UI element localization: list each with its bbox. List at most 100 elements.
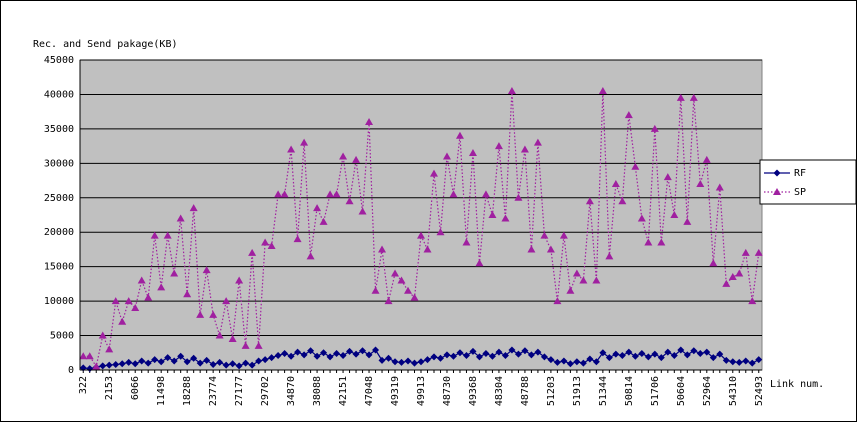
marker	[391, 269, 400, 277]
marker	[585, 197, 594, 205]
marker	[268, 354, 276, 362]
marker	[248, 361, 256, 369]
marker	[663, 173, 672, 181]
marker	[170, 269, 179, 277]
marker	[274, 190, 283, 198]
marker	[573, 358, 581, 366]
marker	[475, 259, 484, 267]
marker	[202, 266, 211, 274]
x-tick-label: 29702	[260, 376, 271, 406]
marker	[728, 273, 737, 280]
x-tick-label: 49913	[416, 376, 427, 406]
marker	[703, 348, 711, 356]
marker	[359, 347, 367, 355]
marker	[527, 245, 536, 253]
marker	[566, 286, 575, 294]
x-tick-label: 27177	[234, 376, 245, 406]
marker	[696, 349, 704, 357]
marker	[150, 231, 159, 239]
marker	[320, 349, 328, 357]
marker	[85, 352, 94, 360]
y-tick-label: 45000	[44, 55, 74, 66]
marker	[287, 352, 295, 360]
marker	[676, 93, 685, 101]
plot-area	[79, 59, 763, 371]
marker	[540, 353, 548, 361]
marker	[677, 346, 685, 354]
marker	[559, 231, 568, 239]
marker	[514, 193, 523, 201]
marker	[98, 331, 107, 339]
x-tick-label: 50814	[624, 376, 635, 406]
marker	[378, 245, 387, 253]
x-tick-label: 51706	[650, 376, 661, 406]
marker	[508, 346, 516, 354]
marker	[242, 359, 250, 367]
marker	[352, 155, 361, 163]
marker	[352, 350, 360, 358]
marker	[287, 145, 296, 153]
marker	[462, 352, 470, 360]
marker	[105, 345, 114, 353]
marker	[313, 352, 321, 360]
marker	[664, 348, 672, 356]
marker	[501, 214, 510, 222]
marker	[650, 124, 659, 132]
marker	[118, 360, 126, 368]
marker	[222, 361, 230, 369]
legend-label: SP	[794, 187, 806, 198]
marker	[176, 214, 185, 222]
marker	[385, 354, 393, 362]
marker	[482, 349, 490, 357]
marker	[423, 245, 432, 253]
x-tick-label: 322	[78, 376, 89, 394]
marker	[722, 279, 731, 287]
marker	[157, 358, 165, 366]
marker	[417, 358, 425, 366]
marker	[605, 354, 613, 362]
y-tick-label: 5000	[50, 331, 74, 342]
marker	[79, 352, 88, 360]
marker	[592, 276, 601, 284]
marker	[332, 190, 341, 198]
marker	[442, 152, 451, 160]
marker	[657, 354, 665, 362]
marker	[709, 354, 717, 362]
y-tick-label: 20000	[44, 227, 74, 238]
marker	[488, 352, 496, 360]
marker	[735, 358, 743, 366]
marker	[748, 359, 756, 367]
marker	[657, 238, 666, 246]
marker	[319, 217, 328, 225]
marker	[339, 352, 347, 360]
marker	[612, 350, 620, 358]
marker	[216, 358, 224, 366]
marker	[404, 286, 413, 294]
marker	[306, 252, 315, 260]
x-tick-label: 51203	[546, 376, 557, 406]
marker	[300, 138, 309, 146]
marker	[378, 356, 386, 364]
marker	[468, 149, 477, 156]
marker	[644, 353, 652, 361]
marker	[670, 211, 679, 218]
marker	[410, 293, 419, 301]
marker	[164, 354, 172, 362]
marker	[598, 87, 607, 94]
marker	[371, 286, 380, 294]
x-tick-label: 49319	[390, 376, 401, 406]
marker	[196, 310, 205, 318]
marker	[346, 347, 354, 355]
marker	[605, 252, 614, 260]
marker	[209, 310, 218, 318]
marker	[625, 348, 633, 356]
marker	[501, 352, 509, 360]
marker	[118, 317, 127, 325]
x-tick-label: 51913	[572, 376, 583, 406]
marker	[618, 197, 627, 205]
marker	[111, 297, 120, 305]
x-tick-label: 52493	[754, 376, 765, 406]
marker	[112, 360, 120, 368]
marker	[773, 169, 781, 177]
marker	[235, 276, 244, 284]
